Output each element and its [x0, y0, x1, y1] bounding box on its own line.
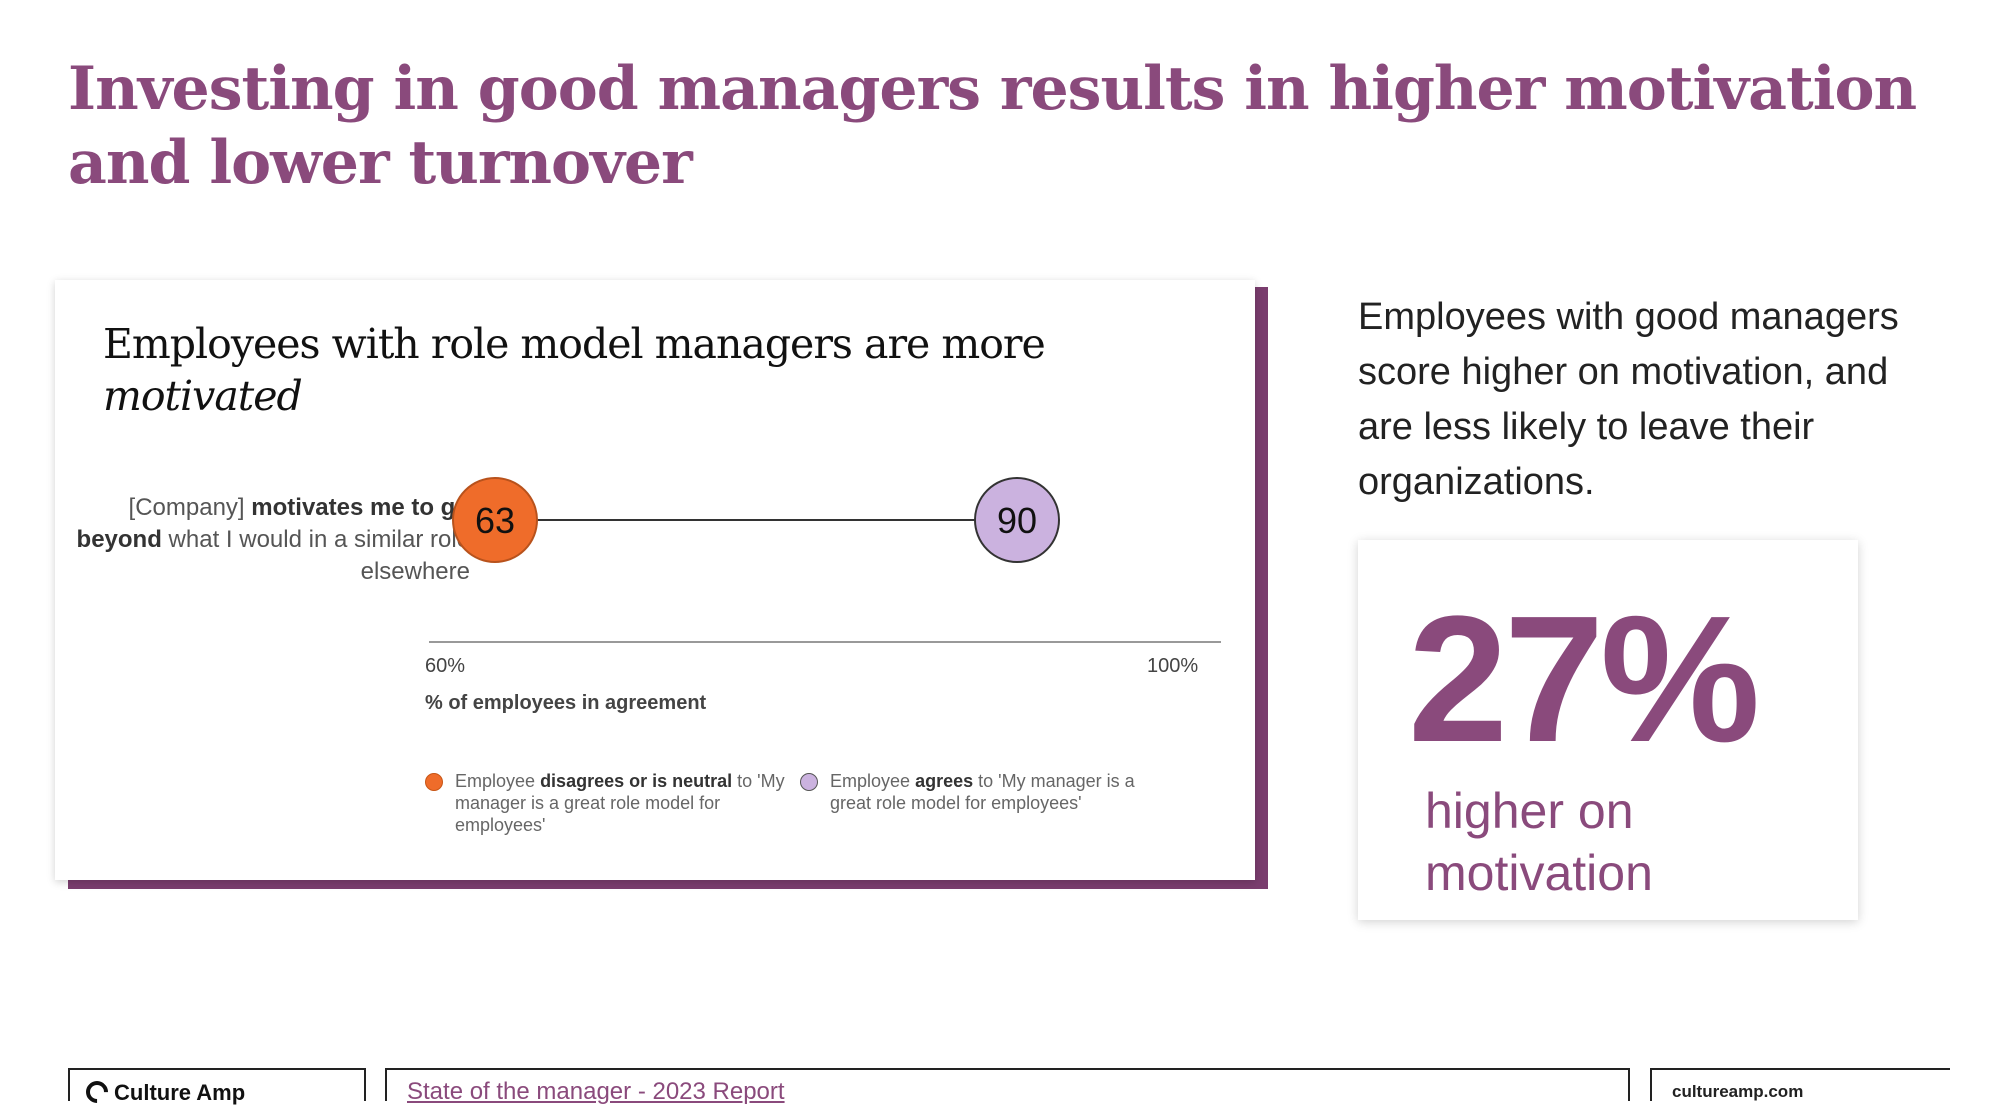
card-heading-accent: motivated: [103, 372, 303, 420]
dumbbell-value-label-1: 63: [475, 500, 515, 541]
question-bold: motivates me to go beyond: [76, 494, 470, 553]
legend2-pre: Employee: [830, 771, 911, 791]
legend1-pre: Employee: [455, 771, 536, 791]
dumbbell-point-1: [452, 477, 538, 563]
legend2-post: to 'My manager is a great role model for…: [830, 771, 1135, 813]
question-pre: [Company]: [128, 494, 245, 521]
stat-value: 27%: [1408, 579, 1760, 780]
footer-logo[interactable]: Culture Amp: [81, 1076, 246, 1108]
x-tick-max: 100%: [1147, 655, 1199, 677]
legend1-bold: disagrees or is neutral: [540, 771, 733, 791]
page-title: Investing in good managers results in hi…: [68, 54, 1917, 198]
x-tick-min: 60%: [425, 655, 466, 677]
question-post: what I would in a similar role elsewhere: [168, 526, 470, 585]
legend1-post: to 'My manager is a great role model for…: [455, 771, 785, 835]
culture-amp-logo-icon: [81, 1076, 113, 1108]
dumbbell-point-2: [974, 477, 1060, 563]
dumbbell-chart: 63 90: [429, 477, 1221, 643]
footer-report-box: State of the manager - 2023 Report: [385, 1068, 1630, 1105]
footer-site-box: cultureamp.com: [1650, 1068, 1950, 1101]
chart-category-label: [Company] motivates me to go beyond what…: [75, 492, 470, 588]
card-heading-text: Employees with role model managers are m…: [103, 320, 1046, 368]
legend-dot-lavender-icon: [800, 773, 818, 791]
chart-card: Employees with role model managers are m…: [55, 280, 1255, 880]
stat-card: 27% higher on motivation: [1358, 540, 1858, 920]
legend-item-disagree: Employee disagrees or is neutral to 'My …: [425, 770, 785, 836]
card-heading: Employees with role model managers are m…: [103, 318, 1255, 422]
report-link[interactable]: State of the manager - 2023 Report: [407, 1078, 785, 1105]
legend-dot-orange-icon: [425, 773, 443, 791]
stat-label: higher on motivation: [1425, 783, 1653, 901]
legend-item-agree: Employee agrees to 'My manager is a grea…: [800, 770, 1160, 814]
x-axis-title: % of employees in agreement: [425, 692, 707, 714]
summary-text: Employees with good managers score highe…: [1358, 296, 1899, 503]
logo-text: Culture Amp: [114, 1080, 246, 1105]
legend2-bold: agrees: [915, 771, 974, 791]
footer-site-link[interactable]: cultureamp.com: [1672, 1082, 1804, 1101]
footer-logo-box: Culture Amp: [68, 1068, 366, 1108]
dumbbell-value-label-2: 90: [997, 500, 1037, 541]
